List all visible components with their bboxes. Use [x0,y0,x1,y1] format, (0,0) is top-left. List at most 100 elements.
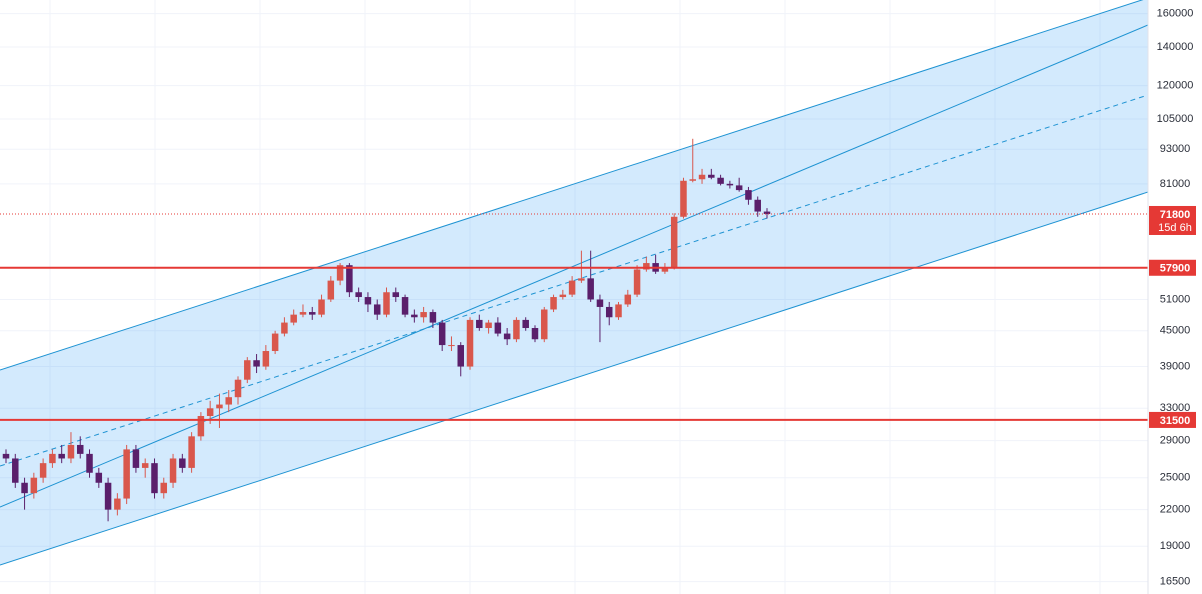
candle-body [448,345,455,347]
y-tick-label: 93000 [1160,143,1191,155]
candle-body [39,463,47,478]
candle-body [754,199,761,212]
candle-body [179,458,186,468]
channel-line [0,24,1148,508]
candles [0,138,1148,522]
candle-body [114,498,121,510]
candle-body [568,280,576,295]
candle-body [373,304,381,315]
candle-body [541,309,548,340]
candle-body [151,463,158,494]
candle-body [494,322,502,334]
y-tick-label: 39000 [1160,360,1191,372]
candle-body [559,294,567,298]
candle-body [513,319,520,340]
candle-body [58,453,65,459]
candle-body [503,333,511,340]
price-label-box [1149,411,1196,428]
candle-body [411,314,418,318]
candle-body [605,306,613,318]
candle-body [717,177,724,184]
candle-body [327,280,335,300]
price-axis: 16500 19000 22000 25000 29000 33000 39000 45000… [1149,8,1196,587]
candle-body [123,449,130,499]
candle-body [188,436,195,468]
y-tick-label: 105000 [1157,113,1194,125]
candle-body [253,360,260,367]
candle-body [346,265,353,293]
candle-body [104,482,112,510]
y-tick-label: 29000 [1160,435,1191,447]
candle-body [438,322,446,346]
candle-body [670,216,678,268]
candle-body [383,292,390,315]
candle-body [169,458,177,483]
candle-body [726,183,734,186]
y-tick-label: 160000 [1157,8,1194,20]
candle-body [401,297,409,315]
y-tick-label: 140000 [1157,41,1194,53]
price-label: 57900 [1160,263,1191,275]
candle-body [698,174,706,180]
candle-body [596,299,604,307]
candle-body [633,269,641,295]
candle-body [336,265,344,281]
candle-body [309,312,316,315]
candle-body [95,472,103,483]
candle-body [420,312,427,318]
y-tick-label: 120000 [1157,79,1194,91]
last-price-box [1149,205,1196,235]
candle-body [271,333,279,352]
candle-body [392,292,400,298]
candle-body [364,297,372,305]
candle-body [30,477,38,494]
candle-body [290,314,297,323]
channel-upper [0,0,1144,371]
candle-body [485,322,492,329]
candle-body [318,299,325,315]
candle-body [67,444,75,459]
candle-body [429,312,437,323]
candle-body [550,297,557,310]
channel-median [0,94,1148,467]
candle-body [522,319,529,329]
candle-body [355,292,362,298]
candle-body [578,278,585,281]
candle-body [735,185,743,191]
price-label-box [1149,259,1196,276]
candle-body [643,263,650,270]
candle-body [244,360,251,380]
countdown-label: 15d 6h [1158,222,1192,234]
candle-body [160,482,168,494]
candle-body [476,319,483,329]
candle-body [225,397,232,405]
y-tick-label: 33000 [1160,402,1191,414]
candle-body [206,408,214,416]
y-tick-label: 22000 [1160,504,1191,516]
candle-body [466,319,474,367]
candle-body [132,449,140,468]
channel-lower [0,191,1148,566]
candle-body [76,444,84,454]
candle-body [262,351,270,367]
candle-body [745,190,752,200]
candle-body [299,312,307,315]
candle-body [457,345,464,367]
y-tick-label: 45000 [1160,325,1191,337]
candle-body [49,453,56,464]
candle-body [86,453,93,473]
y-tick-label: 25000 [1160,472,1191,484]
candle-body [689,179,697,181]
grid [0,0,1148,594]
last-price-label: 71800 [1160,209,1191,221]
price-label: 31500 [1160,415,1191,427]
candle-body [141,463,149,468]
candle-body [197,415,205,437]
candle-body [615,304,622,318]
y-tick-label: 19000 [1160,540,1191,552]
candle-body [216,404,223,409]
y-tick-label: 51000 [1160,293,1191,305]
candle-body [624,294,632,305]
candle-body [234,379,242,398]
